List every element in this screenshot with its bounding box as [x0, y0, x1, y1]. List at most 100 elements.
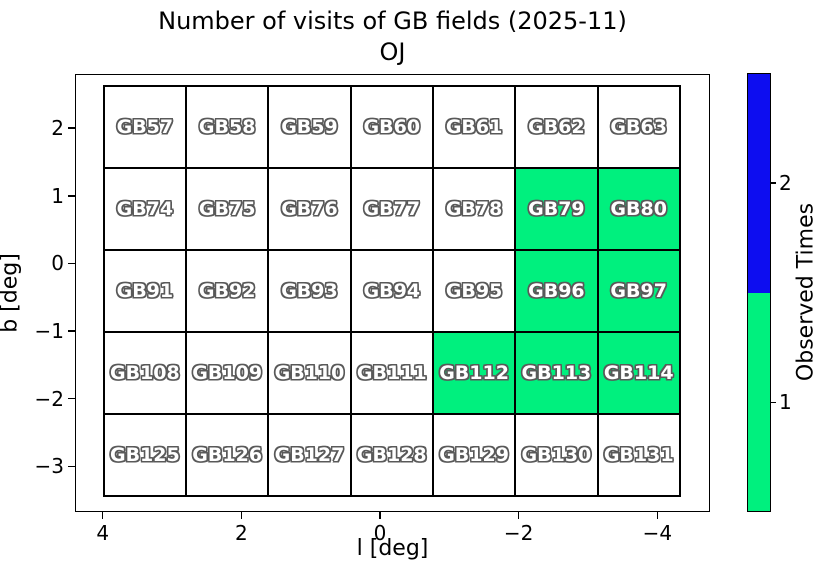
x-tick-mark — [101, 512, 104, 519]
field-cell-label: GB76 — [281, 198, 338, 221]
x-tick-mark — [240, 512, 243, 519]
x-tick-label: 2 — [235, 521, 248, 545]
y-tick-label: 2 — [51, 116, 64, 141]
field-cell-GB61: GB61 — [432, 86, 516, 169]
field-cell-GB59: GB59 — [268, 86, 351, 169]
field-cell-GB114: GB114 — [597, 332, 680, 414]
x-tick-mark — [379, 512, 381, 519]
field-cell-label: GB61 — [445, 116, 503, 139]
chart-title-block: Number of visits of GB fields (2025-11) … — [75, 6, 710, 68]
field-cell-GB75: GB75 — [186, 168, 269, 251]
x-tick-label: 4 — [96, 521, 110, 545]
y-tick-mark — [68, 195, 75, 197]
y-tick-mark — [68, 397, 75, 400]
y-tick-label: −2 — [34, 386, 64, 411]
field-cell-label: GB77 — [363, 198, 421, 221]
field-cell-GB109: GB109 — [186, 332, 269, 414]
field-cell-label: GB62 — [528, 116, 585, 139]
field-cell-GB97: GB97 — [597, 250, 680, 333]
field-cell-label: GB96 — [528, 280, 585, 303]
field-cell-GB93: GB93 — [268, 250, 351, 333]
field-cell-label: GB59 — [281, 116, 338, 139]
field-cell-label: GB95 — [445, 280, 503, 303]
field-cell-GB130: GB130 — [515, 413, 598, 496]
x-axis-label: l [deg] — [356, 536, 429, 561]
colorbar-segment-1 — [748, 292, 770, 511]
y-tick-mark — [68, 262, 75, 265]
colorbar-tick-label: 1 — [779, 390, 792, 415]
field-cell-label: GB113 — [521, 361, 592, 384]
y-tick-mark — [68, 330, 75, 332]
field-cell-label: GB92 — [198, 280, 256, 303]
colorbar-segment-2 — [748, 74, 770, 293]
y-tick-mark — [68, 465, 75, 468]
field-cell-GB113: GB113 — [515, 332, 598, 414]
field-cell-label: GB57 — [116, 116, 174, 139]
x-tick-label: −4 — [642, 521, 673, 545]
field-cell-label: GB114 — [603, 361, 674, 384]
field-cell-GB76: GB76 — [268, 168, 351, 251]
field-cell-label: GB108 — [109, 361, 180, 384]
field-cell-GB125: GB125 — [103, 413, 187, 496]
field-cell-GB78: GB78 — [432, 168, 516, 251]
field-cell-label: GB129 — [439, 443, 509, 466]
field-cell-label: GB125 — [109, 443, 180, 466]
field-cell-label: GB75 — [198, 198, 256, 221]
chart-title: Number of visits of GB fields (2025-11) — [158, 7, 627, 35]
colorbar-tick-label: 2 — [779, 170, 792, 195]
field-cell-GB112: GB112 — [432, 332, 516, 414]
field-cell-GB127: GB127 — [268, 413, 351, 496]
x-tick-label: 0 — [373, 521, 387, 545]
y-tick-label: 1 — [51, 183, 64, 208]
field-cell-label: GB94 — [363, 280, 421, 303]
field-cell-label: GB58 — [198, 116, 256, 139]
y-tick-label: 0 — [51, 251, 64, 276]
field-cell-GB131: GB131 — [597, 413, 680, 496]
field-cell-label: GB110 — [274, 361, 345, 384]
x-tick-mark — [656, 512, 659, 519]
field-cell-label: GB131 — [603, 443, 674, 466]
field-cell-GB79: GB79 — [515, 168, 598, 251]
field-cell-GB57: GB57 — [103, 86, 187, 169]
field-cell-GB62: GB62 — [515, 86, 598, 169]
field-cell-label: GB127 — [274, 443, 345, 466]
y-tick-label: −1 — [34, 319, 64, 344]
field-cell-GB77: GB77 — [350, 168, 433, 251]
y-tick-mark — [68, 127, 75, 129]
field-cell-label: GB130 — [521, 443, 592, 466]
field-cell-label: GB112 — [439, 361, 509, 384]
x-tick-label: −2 — [503, 521, 534, 545]
field-cell-label: GB79 — [528, 198, 585, 221]
field-cell-GB108: GB108 — [103, 332, 187, 414]
field-cell-GB91: GB91 — [103, 250, 187, 333]
field-cell-label: GB128 — [356, 443, 427, 466]
chart-subtitle: OJ — [379, 38, 406, 66]
field-cell-GB95: GB95 — [432, 250, 516, 333]
field-cell-label: GB80 — [610, 198, 667, 221]
x-tick-mark — [517, 512, 520, 519]
field-grid: GB57 GB58 GB59 GB60 GB61 GB62 GB63 GB74 GB75 GB76… — [102, 85, 681, 497]
field-cell-label: GB109 — [192, 361, 263, 384]
field-cell-label: GB78 — [445, 198, 503, 221]
field-cell-GB94: GB94 — [350, 250, 433, 333]
field-cell-label: GB111 — [356, 361, 427, 384]
field-cell-GB80: GB80 — [597, 168, 680, 251]
field-cell-GB110: GB110 — [268, 332, 351, 414]
field-cell-GB60: GB60 — [350, 86, 433, 169]
field-cell-GB74: GB74 — [103, 168, 187, 251]
field-cell-GB58: GB58 — [186, 86, 269, 169]
field-cell-label: GB97 — [610, 280, 667, 303]
field-cell-label: GB74 — [116, 198, 174, 221]
field-cell-label: GB60 — [363, 116, 421, 139]
field-cell-GB129: GB129 — [432, 413, 516, 496]
colorbar-tick-mark — [771, 401, 776, 403]
colorbar-label: Observed Times — [793, 202, 819, 382]
field-cell-label: GB63 — [610, 116, 667, 139]
field-cell-label: GB91 — [116, 280, 174, 303]
field-cell-GB111: GB111 — [350, 332, 433, 414]
y-axis-label: b [deg] — [0, 253, 23, 333]
field-cell-GB128: GB128 — [350, 413, 433, 496]
field-cell-GB96: GB96 — [515, 250, 598, 333]
field-cell-GB92: GB92 — [186, 250, 269, 333]
